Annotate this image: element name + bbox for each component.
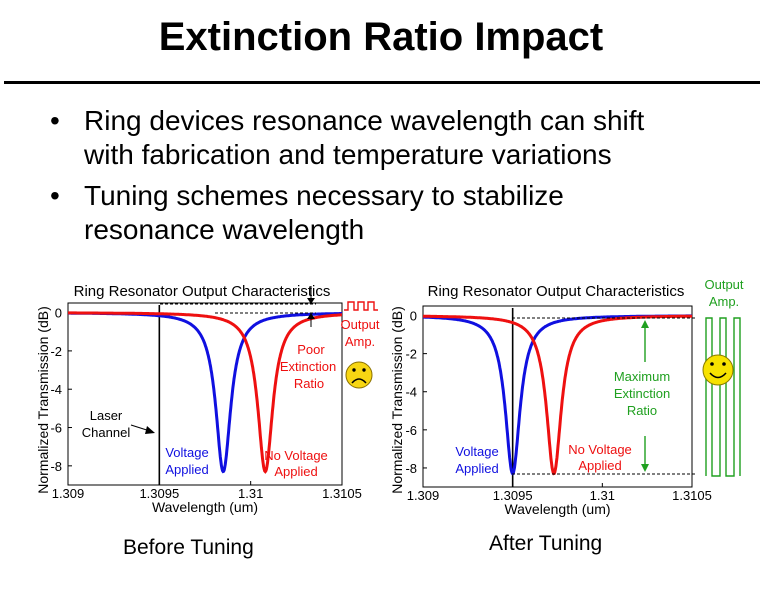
y-tick-label: -4	[405, 385, 417, 400]
max-er-label: Ratio	[627, 403, 657, 418]
laser-arrowhead	[145, 426, 155, 434]
y-tick-label: 0	[55, 306, 62, 321]
er-arrowhead	[307, 313, 315, 319]
y-tick-label: -2	[405, 347, 417, 362]
x-tick-label: 1.309	[407, 488, 440, 503]
bullet-text-line: with fabrication and temperature variati…	[84, 139, 612, 170]
output-amp-label: Output	[704, 277, 743, 292]
bullet-text-line: resonance wavelength	[84, 214, 365, 245]
sad-face-mouth	[351, 378, 367, 384]
no-voltage-curve	[68, 311, 342, 474]
laser-label: Laser	[90, 408, 123, 423]
no-voltage-curve	[423, 314, 692, 476]
output-amp-label: Amp.	[345, 334, 375, 349]
y-axis-label: Normalized Transmission (dB)	[35, 306, 51, 494]
voltage-applied-label: Voltage	[165, 445, 208, 460]
y-tick-label: -8	[405, 461, 417, 476]
sad-face-icon	[345, 361, 373, 389]
y-tick-label: -6	[405, 423, 417, 438]
sad-face-eye	[362, 368, 366, 372]
bullet-text-line: Tuning schemes necessary to stabilize	[84, 180, 564, 211]
er-arrowhead	[641, 320, 649, 328]
bullet-dot: •	[50, 180, 60, 211]
happy-face-mouth	[709, 372, 727, 379]
bullet-item: • Tuning schemes necessary to stabilize …	[50, 179, 750, 247]
bullet-text-line: Ring devices resonance wavelength can sh…	[84, 105, 645, 136]
happy-face-icon	[702, 354, 734, 386]
title-divider	[4, 81, 760, 84]
x-tick-label: 1.3095	[493, 488, 533, 503]
chart-title: Ring Resonator Output Characteristics	[428, 283, 685, 300]
voltage-applied-label: Applied	[165, 462, 208, 477]
x-tick-label: 1.3105	[322, 486, 362, 501]
x-tick-label: 1.31	[238, 486, 263, 501]
output-amp-signal	[705, 317, 741, 477]
bullet-list: • Ring devices resonance wavelength can …	[50, 104, 750, 254]
sad-face-eye	[352, 368, 356, 372]
y-tick-label: -4	[50, 382, 62, 397]
voltage-applied-label: Applied	[455, 461, 498, 476]
caption-before-tuning: Before Tuning	[123, 536, 254, 559]
happy-face-eye	[710, 362, 714, 366]
output-amp-label: Output	[340, 317, 379, 332]
er-arrowhead	[307, 298, 315, 304]
x-tick-label: 1.309	[52, 486, 85, 501]
x-tick-label: 1.31	[590, 488, 615, 503]
x-axis-label: Wavelength (um)	[152, 499, 258, 515]
max-er-label: Maximum	[614, 369, 670, 384]
y-tick-label: -8	[50, 459, 62, 474]
y-axis-label: Normalized Transmission (dB)	[389, 306, 405, 494]
voltage-applied-label: Voltage	[455, 444, 498, 459]
x-tick-label: 1.3105	[672, 488, 712, 503]
er-arrowhead	[641, 464, 649, 472]
y-tick-label: -6	[50, 421, 62, 436]
plot-frame	[67, 302, 343, 486]
y-tick-label: 0	[410, 309, 417, 324]
x-tick-label: 1.3095	[139, 486, 179, 501]
x-axis-label: Wavelength (um)	[504, 501, 610, 517]
max-er-label: Extinction	[614, 386, 670, 401]
slide-title: Extinction Ratio Impact	[158, 15, 604, 59]
poor-er-label: Ratio	[294, 376, 324, 391]
y-tick-label: -2	[50, 344, 62, 359]
caption-after-tuning: After Tuning	[489, 532, 603, 555]
output-amp-label: Amp.	[709, 294, 739, 309]
plot-frame	[422, 305, 693, 488]
output-amp-signal	[344, 301, 378, 311]
happy-face-eye	[722, 362, 726, 366]
poor-er-label: Extinction	[280, 359, 336, 374]
bullet-item: • Ring devices resonance wavelength can …	[50, 104, 750, 172]
laser-label: Channel	[82, 425, 131, 440]
no-voltage-label: No Voltage	[264, 448, 328, 463]
chart-title: Ring Resonator Output Characteristics	[74, 283, 331, 300]
no-voltage-label: No Voltage	[568, 442, 632, 457]
no-voltage-label: Applied	[274, 464, 317, 479]
bullet-dot: •	[50, 105, 60, 136]
no-voltage-label: Applied	[578, 458, 621, 473]
poor-er-label: Poor	[297, 342, 325, 357]
